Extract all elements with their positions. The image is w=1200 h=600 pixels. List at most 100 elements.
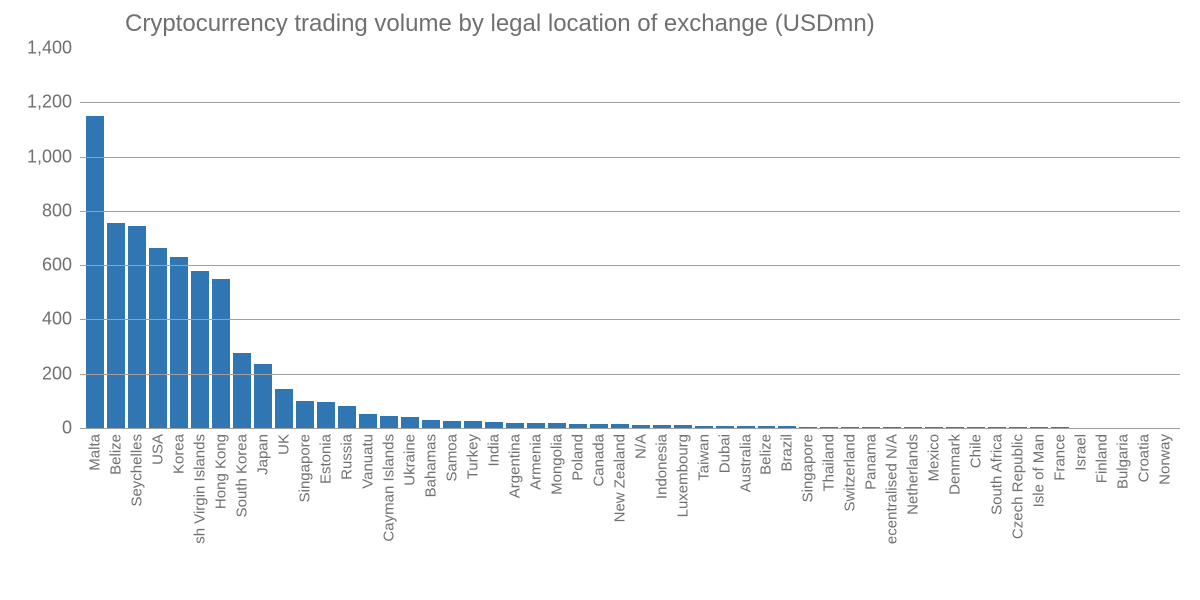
x-label-slot: Hong Kong bbox=[212, 430, 230, 600]
x-tick-label: Belize bbox=[107, 434, 124, 475]
x-label-slot: sh Virgin Islands bbox=[191, 430, 209, 600]
bar-slot bbox=[86, 48, 104, 428]
x-tick-label: Finland bbox=[1094, 434, 1111, 483]
bar-slot bbox=[401, 48, 419, 428]
x-tick-label: Denmark bbox=[947, 434, 964, 495]
x-tick-label: Argentina bbox=[506, 434, 523, 498]
bar-slot bbox=[317, 48, 335, 428]
bar bbox=[212, 279, 230, 428]
x-tick-label: Russia bbox=[338, 434, 355, 480]
x-label-slot: Norway bbox=[1156, 430, 1174, 600]
bar-slot bbox=[107, 48, 125, 428]
bar-slot bbox=[778, 48, 796, 428]
y-tick-label: 400 bbox=[12, 309, 72, 330]
bar-slot bbox=[1009, 48, 1027, 428]
x-tick-label: Singapore bbox=[296, 434, 313, 502]
x-tick-label: Croatia bbox=[1136, 434, 1153, 482]
x-tick-label: India bbox=[485, 434, 502, 467]
bar-slot bbox=[1135, 48, 1153, 428]
x-tick-label: Samoa bbox=[443, 434, 460, 482]
y-tick-label-cut: 1,400 bbox=[12, 38, 72, 59]
x-label-slot: Vanuatu bbox=[359, 430, 377, 600]
bar-slot bbox=[296, 48, 314, 428]
x-label-slot: Bulgaria bbox=[1114, 430, 1132, 600]
bar bbox=[128, 226, 146, 428]
x-label-slot: Canada bbox=[590, 430, 608, 600]
x-tick-label: Isle of Man bbox=[1031, 434, 1048, 507]
x-label-slot: Ukraine bbox=[401, 430, 419, 600]
bar-slot bbox=[841, 48, 859, 428]
x-tick-label: Australia bbox=[737, 434, 754, 492]
bar-slot bbox=[716, 48, 734, 428]
x-tick-label: Malta bbox=[86, 434, 103, 471]
grid-line bbox=[80, 157, 1180, 158]
bar-slot bbox=[674, 48, 692, 428]
y-tick-label: 600 bbox=[12, 255, 72, 276]
bar bbox=[296, 401, 314, 428]
x-tick-label: Turkey bbox=[464, 434, 481, 479]
bar-slot bbox=[862, 48, 880, 428]
x-tick-label: Canada bbox=[590, 434, 607, 487]
bar bbox=[275, 389, 293, 428]
x-label-slot: Seychelles bbox=[128, 430, 146, 600]
bar-slot bbox=[254, 48, 272, 428]
bar bbox=[443, 421, 461, 428]
x-label-slot: Czech Republic bbox=[1009, 430, 1027, 600]
x-tick-label: Norway bbox=[1157, 434, 1174, 485]
y-tick-label: 200 bbox=[12, 363, 72, 384]
bar-slot bbox=[946, 48, 964, 428]
bar-slot bbox=[170, 48, 188, 428]
bar-slot bbox=[590, 48, 608, 428]
x-label-slot: Croatia bbox=[1135, 430, 1153, 600]
x-label-slot: Turkey bbox=[464, 430, 482, 600]
bar-slot bbox=[128, 48, 146, 428]
x-tick-label: Seychelles bbox=[128, 434, 145, 507]
x-tick-label: South Korea bbox=[233, 434, 250, 517]
bar-slot bbox=[988, 48, 1006, 428]
x-tick-label: Armenia bbox=[527, 434, 544, 490]
x-tick-label: Panama bbox=[863, 434, 880, 490]
x-label-slot: Australia bbox=[737, 430, 755, 600]
x-label-slot: Argentina bbox=[506, 430, 524, 600]
bar-slot bbox=[548, 48, 566, 428]
x-tick-label: New Zealand bbox=[611, 434, 628, 522]
x-tick-label: France bbox=[1052, 434, 1069, 481]
bar-slot bbox=[191, 48, 209, 428]
x-label-slot: Dubai bbox=[716, 430, 734, 600]
x-label-slot: Taiwan bbox=[695, 430, 713, 600]
bar-slot bbox=[338, 48, 356, 428]
bar-slot bbox=[149, 48, 167, 428]
bar bbox=[401, 417, 419, 428]
bar-slot bbox=[632, 48, 650, 428]
x-tick-label: Czech Republic bbox=[1010, 434, 1027, 539]
x-label-slot: Denmark bbox=[946, 430, 964, 600]
bar-slot bbox=[967, 48, 985, 428]
chart-title: Cryptocurrency trading volume by legal l… bbox=[125, 10, 1180, 38]
bar-slot bbox=[883, 48, 901, 428]
x-tick-label: Mexico bbox=[926, 434, 943, 482]
bar-slot bbox=[653, 48, 671, 428]
x-label-slot: Luxembourg bbox=[674, 430, 692, 600]
bar-slot bbox=[233, 48, 251, 428]
bar-slot bbox=[1114, 48, 1132, 428]
x-tick-label: South Africa bbox=[989, 434, 1006, 515]
x-axis-labels: MaltaBelizeSeychellesUSAKoreash Virgin I… bbox=[86, 430, 1174, 600]
bar-slot bbox=[1030, 48, 1048, 428]
bar-slot bbox=[695, 48, 713, 428]
x-label-slot: Poland bbox=[569, 430, 587, 600]
bar-slot bbox=[1072, 48, 1090, 428]
x-tick-label: Cayman Islands bbox=[380, 434, 397, 542]
x-tick-label: Ukraine bbox=[401, 434, 418, 486]
x-label-slot: Brazil bbox=[778, 430, 796, 600]
bar-slot bbox=[527, 48, 545, 428]
bar-slot bbox=[212, 48, 230, 428]
x-label-slot: Mongolia bbox=[548, 430, 566, 600]
y-tick-label: 0 bbox=[12, 418, 72, 439]
bar bbox=[191, 271, 209, 428]
x-label-slot: Singapore bbox=[799, 430, 817, 600]
bar-slot bbox=[1093, 48, 1111, 428]
grid-line bbox=[80, 319, 1180, 320]
grid-line bbox=[80, 265, 1180, 266]
x-tick-label: sh Virgin Islands bbox=[191, 434, 208, 544]
x-label-slot: Indonesia bbox=[653, 430, 671, 600]
